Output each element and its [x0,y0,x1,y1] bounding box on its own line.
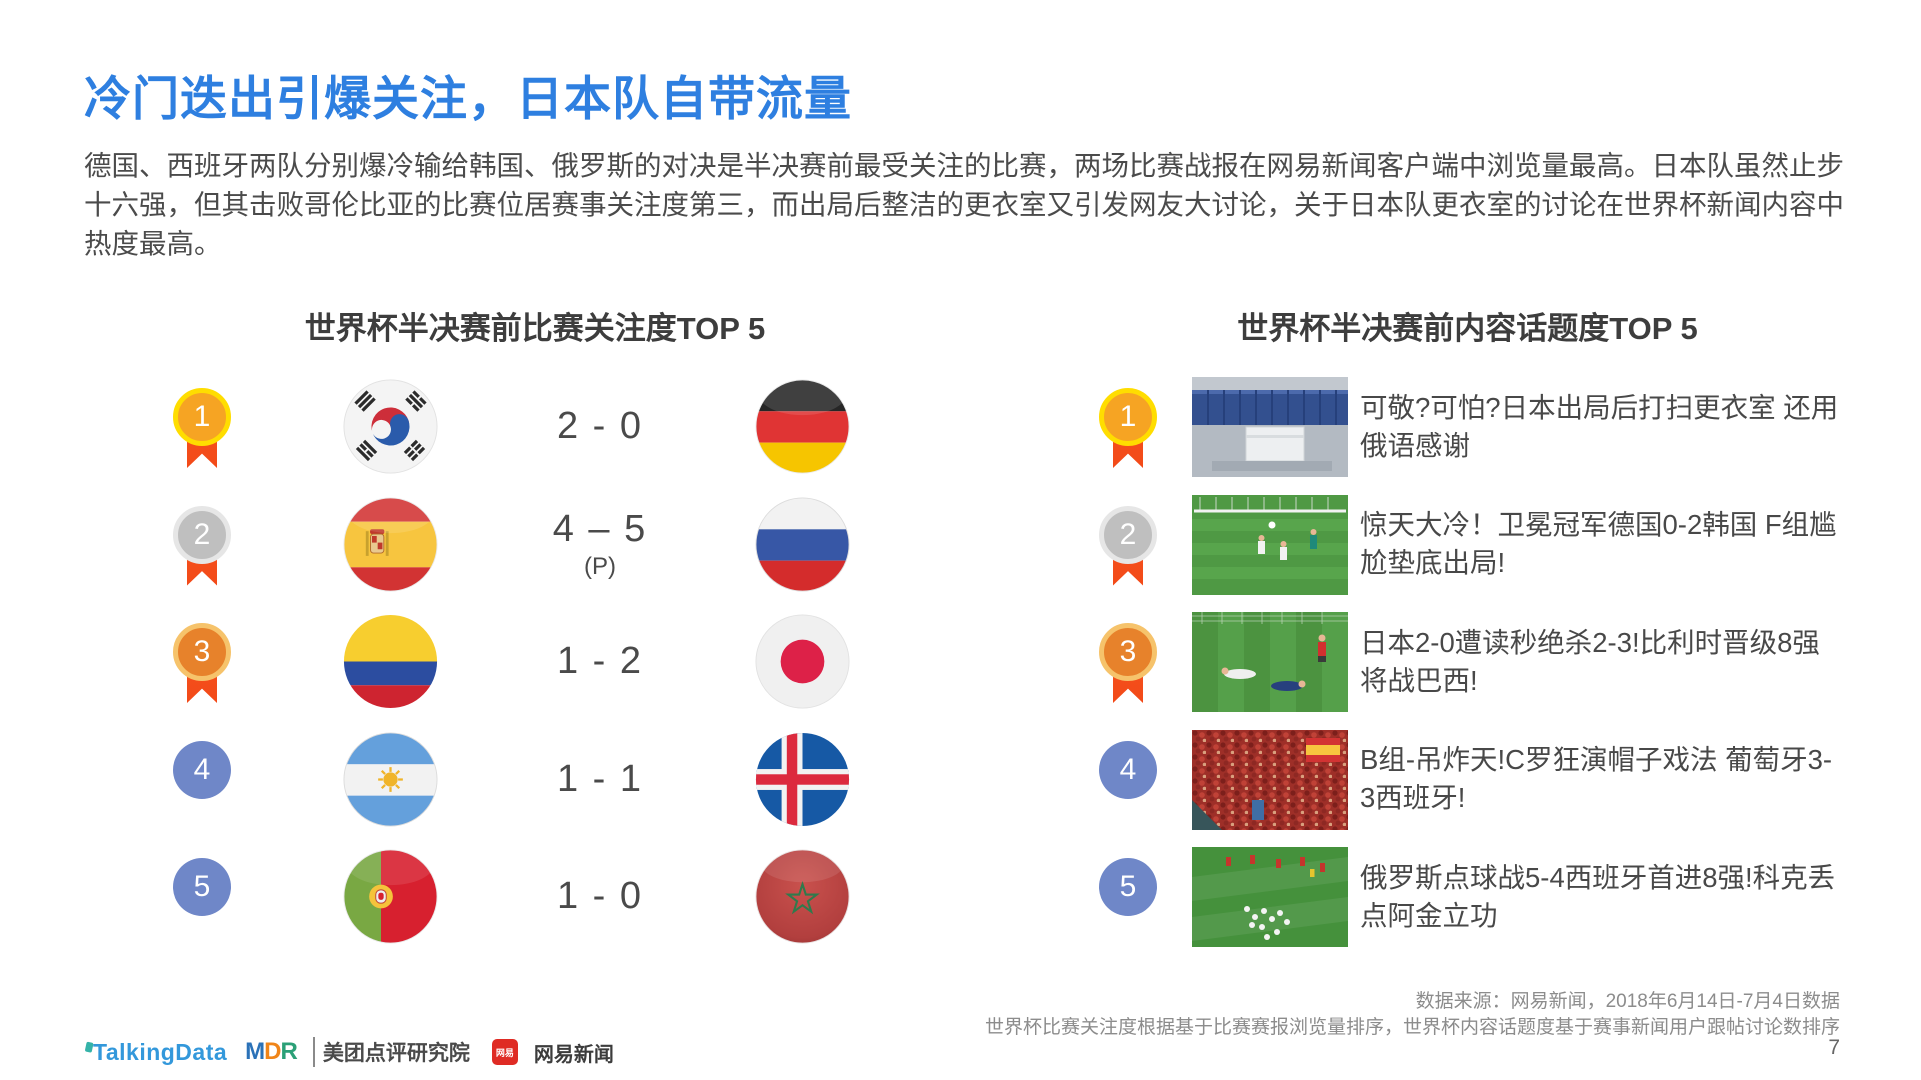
talkingdata-logo: TalkingData [84,1039,227,1066]
rank-number: 2 [1099,505,1157,564]
topic-row-1: 1 可敬?可 [1095,368,1840,486]
netease-news-label: 网易新闻 [533,1043,614,1066]
article-thumbnail-spain-fans [1192,729,1348,830]
score-box: 1 - 0 [480,838,720,956]
flag-germany-icon [755,379,850,474]
topic-row-2: 2 [1095,486,1840,604]
rank-number: 3 [173,623,231,681]
flag-morocco-icon [755,849,850,944]
talkingdata-wordmark: TalkingData [93,1038,228,1065]
rank-3-medal-icon: 3 [170,623,234,719]
netease-badge-icon: 网易 [491,1039,518,1065]
rank-4-badge: 4 [170,740,234,837]
right-panel-title: 世界杯半决赛前内容话题度TOP 5 [1237,311,1698,346]
article-thumbnail-russia-celebration [1192,847,1348,947]
topic-ranking-list: 1 可敬?可 [1095,368,1840,956]
mdr-letter-d: D [264,1038,281,1065]
flag-spain-icon [343,496,438,592]
rank-5-badge: 5 [1096,858,1160,954]
rank-number: 2 [173,505,231,564]
score: 2 - 0 [556,405,644,448]
article-thumbnail-japan-belgium [1192,612,1348,712]
rank-number: 1 [173,388,231,446]
match-row-3: 3 1 - 2 [150,603,920,721]
flag-argentina-icon [343,731,438,827]
meituan-dianping-institute-label: 美团点评研究院 [312,1037,470,1067]
mdr-letter-r: R [280,1038,298,1065]
rank-4-badge: 4 [1096,740,1160,837]
score: 1 - 0 [556,875,644,918]
topic-row-4: 4 [1095,721,1840,839]
flag-south-korea-icon [343,379,438,474]
match-row-4: 4 [150,721,920,839]
score: 1 - 2 [556,640,644,683]
topic-row-5: 5 [1095,838,1840,956]
left-panel-title: 世界杯半决赛前比赛关注度TOP 5 [304,311,766,346]
footer-logos: TalkingData MDR 美团点评研究院 网易 网易新闻 [84,1036,614,1068]
match-ranking-list: 1 [150,368,920,956]
rank-number: 3 [1099,623,1157,681]
article-title: 日本2-0遭读秒绝杀2-3!比利时晋级8强将战巴西! [1360,626,1820,696]
mdr-logo: MDR [245,1038,298,1066]
rank-number: 5 [1099,858,1157,916]
score-box: 1 - 1 [480,721,720,839]
match-row-5: 5 1 - 0 [150,838,920,956]
article-title: B组-吊炸天!C罗狂演帽子戏法 葡萄牙3-3西班牙! [1360,744,1833,814]
article-title: 可敬?可怕?日本出局后打扫更衣室 还用俄语感谢 [1360,391,1839,461]
data-source-line1: 数据来源：网易新闻，2018年6月14日-7月4日数据 [1415,991,1840,1012]
topic-row-3: 3 日本2- [1095,603,1840,721]
flag-russia-icon [755,496,850,592]
page-number: 7 [1828,1036,1840,1059]
match-row-1: 1 [150,368,920,486]
page-title: 冷门迭出引爆关注，日本队自带流量 [84,72,852,125]
intro-paragraph: 德国、西班牙两队分别爆冷输给韩国、俄罗斯的对决是半决赛前最受关注的比赛，两场比赛… [84,150,1844,259]
rank-number: 5 [173,858,231,916]
rank-5-badge: 5 [170,858,234,954]
article-title: 惊天大冷！卫冕冠军德国0-2韩国 F组尴尬垫底出局! [1360,509,1837,579]
spain-crest [365,528,389,556]
flag-japan-icon [755,614,850,709]
score: 4 – 5 [552,507,648,550]
data-source-line2: 世界杯比赛关注度根据基于比赛赛报浏览量排序，世界杯内容话题度基于赛事新闻用户跟帖… [984,1017,1840,1038]
score-box: 4 – 5 (P) [480,486,720,604]
score-box: 2 - 0 [480,368,720,486]
flag-iceland-icon [755,732,850,827]
article-thumbnail-germany-korea [1192,494,1348,595]
article-thumbnail-locker-room [1192,377,1348,477]
spain-flag-in-crowd [1306,737,1340,762]
mdr-letter-m: M [245,1038,265,1065]
rank-2-medal-icon: 2 [1096,505,1160,602]
flag-colombia-icon [343,614,438,709]
rank-1-medal-icon: 1 [1096,388,1160,484]
rank-number: 4 [173,740,231,799]
rank-3-medal-icon: 3 [1096,623,1160,719]
penalty-note: (P) [584,552,616,580]
flag-portugal-icon [343,849,438,944]
article-title: 俄罗斯点球战5-4西班牙首进8强!科克丢点阿金立功 [1360,861,1836,931]
rank-2-medal-icon: 2 [170,505,234,602]
rank-number: 4 [1099,740,1157,799]
score: 1 - 1 [556,757,644,800]
rank-1-medal-icon: 1 [170,388,234,484]
score-box: 1 - 2 [480,603,720,721]
rank-number: 1 [1099,388,1157,446]
match-row-2: 2 [150,486,920,604]
